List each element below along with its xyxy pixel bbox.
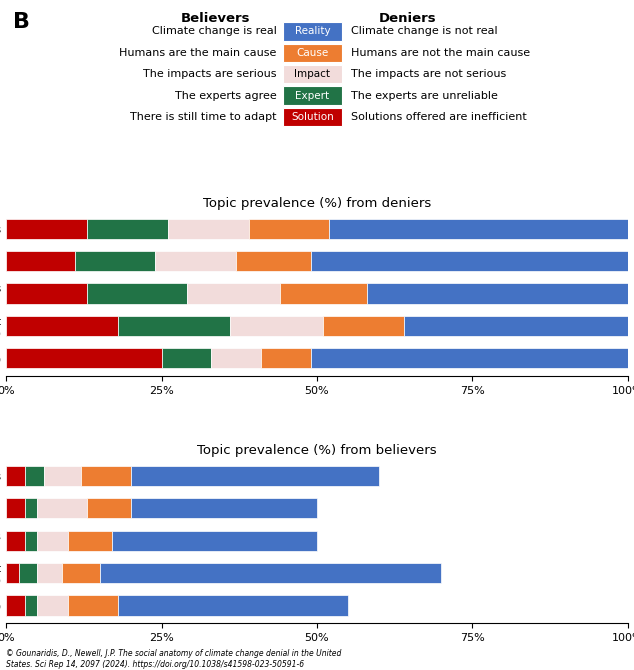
Bar [6, 466, 25, 486]
Bar [25, 498, 37, 519]
Text: B: B [13, 13, 30, 32]
Text: The experts are unreliable: The experts are unreliable [351, 90, 498, 100]
Text: The impacts are not serious: The impacts are not serious [351, 69, 507, 79]
FancyBboxPatch shape [283, 86, 342, 105]
Text: Humans are not the main cause: Humans are not the main cause [351, 48, 530, 58]
Bar [25, 466, 44, 486]
Bar [6, 348, 162, 369]
Title: Topic prevalence (%) from believers: Topic prevalence (%) from believers [197, 444, 437, 457]
Bar [323, 316, 404, 336]
Bar [236, 251, 311, 271]
Bar [155, 251, 236, 271]
Bar [6, 251, 75, 271]
Bar [162, 348, 211, 369]
Text: Climate change is not real: Climate change is not real [351, 26, 498, 36]
Bar [81, 466, 131, 486]
Bar [6, 563, 19, 583]
Bar [186, 283, 280, 304]
Bar [330, 218, 628, 239]
Bar [131, 498, 317, 519]
Bar [87, 283, 186, 304]
Bar [75, 251, 155, 271]
Bar [68, 531, 112, 551]
Text: The impacts are serious: The impacts are serious [143, 69, 276, 79]
Bar [112, 531, 317, 551]
Bar [6, 596, 25, 616]
Text: © Gounaridis, D., Newell, J.P. The social anatomy of climate change denial in th: © Gounaridis, D., Newell, J.P. The socia… [6, 649, 342, 669]
Bar [6, 218, 87, 239]
Text: Deniers: Deniers [379, 13, 437, 25]
Text: Impact: Impact [294, 69, 330, 79]
Text: Solutions offered are inefficient: Solutions offered are inefficient [351, 112, 527, 122]
Bar [19, 563, 37, 583]
FancyBboxPatch shape [283, 22, 342, 41]
Bar [6, 498, 25, 519]
Text: The experts agree: The experts agree [175, 90, 276, 100]
Bar [249, 218, 330, 239]
Bar [366, 283, 628, 304]
Bar [6, 283, 87, 304]
Text: Reality: Reality [295, 26, 330, 36]
Bar [168, 218, 249, 239]
Text: Cause: Cause [296, 48, 328, 58]
Bar [118, 316, 230, 336]
Bar [25, 596, 37, 616]
Bar [25, 531, 37, 551]
Text: Climate change is real: Climate change is real [152, 26, 276, 36]
Bar [131, 466, 379, 486]
Bar [37, 563, 62, 583]
Bar [44, 466, 81, 486]
Text: Expert: Expert [295, 90, 330, 100]
Title: Topic prevalence (%) from deniers: Topic prevalence (%) from deniers [203, 197, 431, 210]
Bar [261, 348, 311, 369]
Text: Believers: Believers [180, 13, 250, 25]
Text: Humans are the main cause: Humans are the main cause [119, 48, 276, 58]
Bar [404, 316, 628, 336]
FancyBboxPatch shape [283, 44, 342, 62]
Bar [68, 596, 118, 616]
Bar [37, 531, 68, 551]
Bar [100, 563, 441, 583]
FancyBboxPatch shape [283, 65, 342, 83]
Bar [87, 498, 131, 519]
Bar [311, 251, 628, 271]
Bar [230, 316, 323, 336]
Bar [311, 348, 628, 369]
Bar [37, 596, 68, 616]
Text: Solution: Solution [291, 112, 333, 122]
Bar [87, 218, 168, 239]
Bar [37, 498, 87, 519]
Bar [280, 283, 366, 304]
FancyBboxPatch shape [283, 108, 342, 126]
Bar [62, 563, 100, 583]
Bar [6, 316, 118, 336]
Bar [6, 531, 25, 551]
Bar [211, 348, 261, 369]
Bar [118, 596, 348, 616]
Text: There is still time to adapt: There is still time to adapt [130, 112, 276, 122]
